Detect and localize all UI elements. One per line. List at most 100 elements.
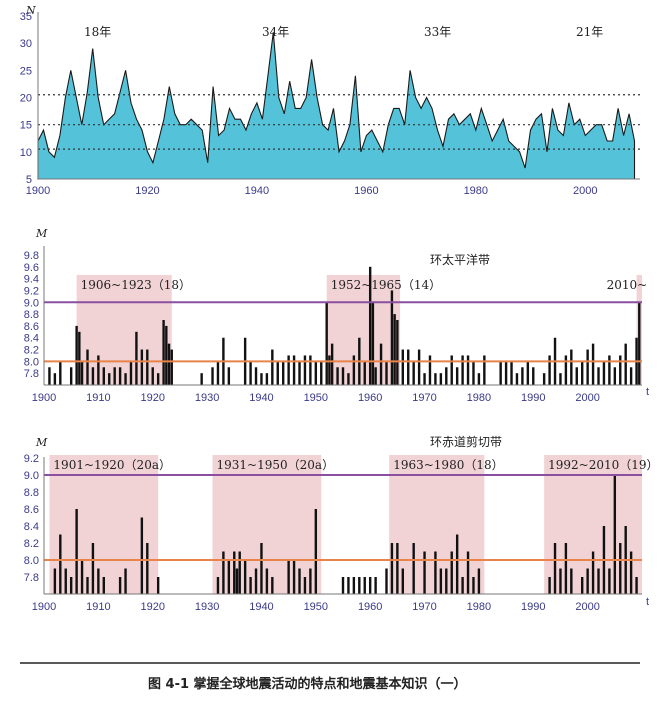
p2-xtick-label: 1990 xyxy=(521,392,545,404)
p2-bar xyxy=(347,373,350,385)
p3-xtick-label: 2000 xyxy=(575,601,599,613)
p1-xtick-label: 1900 xyxy=(26,185,50,197)
p1-ytick-label: 5 xyxy=(26,174,32,186)
panel-circum-pacific: M 1906~1923（18） 1952~1965（14） 2010~ 7.88.0… xyxy=(24,227,649,404)
p2-bar xyxy=(320,361,323,385)
p3-title: 环赤道剪切带 xyxy=(430,434,502,449)
p3-bar xyxy=(586,568,589,594)
p3-bar xyxy=(59,534,62,594)
p3-bar xyxy=(434,551,437,594)
p3-bar xyxy=(352,577,356,594)
p2-bar xyxy=(69,367,73,385)
p2-period-label: 1952~1965（14） xyxy=(331,278,441,292)
p3-bar xyxy=(455,534,459,594)
p2-bar xyxy=(140,349,144,385)
p3-bar xyxy=(635,577,638,594)
p3-ytick-label: 8.4 xyxy=(24,521,39,533)
p3-bar xyxy=(271,577,274,594)
p2-ytick-label: 8.8 xyxy=(24,309,39,321)
p2-title: 环太平洋带 xyxy=(430,252,490,267)
p2-bar xyxy=(292,355,296,385)
p3-bar xyxy=(75,509,78,594)
p2-bar xyxy=(407,349,410,385)
p3-period-label: 1992~2010（19） xyxy=(548,458,658,472)
p3-bar xyxy=(91,543,95,594)
p2-bar xyxy=(124,373,127,385)
p2-bar xyxy=(80,361,84,385)
p2-bar xyxy=(254,367,258,385)
p2-period-band xyxy=(76,275,172,385)
p2-bar xyxy=(276,361,279,385)
p2-bar xyxy=(162,320,165,385)
p3-bar xyxy=(222,551,225,594)
p3-bar xyxy=(412,543,415,594)
p1-xtick-label: 1960 xyxy=(354,185,378,197)
p3-bar xyxy=(118,577,122,594)
p3-ytick-label: 9.0 xyxy=(24,470,39,482)
p3-ylabel: M xyxy=(35,436,48,449)
p2-bar xyxy=(282,361,285,385)
p1-xtick-label: 2000 xyxy=(573,185,597,197)
p2-bar xyxy=(385,361,388,385)
p3-bar xyxy=(140,517,144,594)
p2-ytick-label: 9.6 xyxy=(24,262,39,274)
p3-bar xyxy=(591,551,595,594)
p3-bar xyxy=(249,577,252,594)
p2-ytick-label: 8.6 xyxy=(24,321,39,333)
p2-x-unit: t xyxy=(646,386,649,398)
p1-area-series xyxy=(37,32,636,180)
p3-bar xyxy=(450,551,453,594)
p2-bar xyxy=(613,367,617,385)
p2-bar xyxy=(417,349,421,385)
p3-bar xyxy=(390,543,394,594)
p2-period-label: 2010~ xyxy=(607,278,648,292)
p3-period-label: 1963~1980（18） xyxy=(393,458,503,472)
p3-xtick-label: 1940 xyxy=(249,601,273,613)
p1-xtick-label: 1940 xyxy=(245,185,269,197)
p2-xtick-label: 1900 xyxy=(32,392,56,404)
p2-bar xyxy=(629,367,633,385)
p2-bar xyxy=(325,302,328,385)
p1-annotation-2: 34年 xyxy=(262,25,289,39)
p2-bar xyxy=(423,373,426,385)
p2-bar xyxy=(461,355,464,385)
p2-bar xyxy=(102,367,105,385)
p3-bar xyxy=(619,543,622,594)
p2-bar xyxy=(455,367,459,385)
p2-reference-lines xyxy=(44,301,642,363)
p3-bar xyxy=(401,568,404,594)
p1-xtick-label: 1980 xyxy=(464,185,488,197)
p3-bar xyxy=(385,568,388,594)
p3-bar xyxy=(559,568,562,594)
p2-bar xyxy=(336,367,339,385)
p1-reference-lines xyxy=(38,94,640,150)
p3-bar xyxy=(292,560,296,594)
p3-ytick-label: 7.8 xyxy=(24,572,39,584)
p2-bar xyxy=(439,373,443,385)
p3-bar xyxy=(97,568,100,594)
p3-bar xyxy=(287,560,290,594)
p2-bar xyxy=(129,361,133,385)
p3-bar xyxy=(233,551,236,594)
p1-ticks: 5 10 15 20 25 30 35 1900 1920 1940 1960 1980 2000 xyxy=(20,11,598,197)
p3-bar xyxy=(363,577,366,594)
p3-bar xyxy=(597,568,600,594)
p3-xtick-label: 1900 xyxy=(32,601,56,613)
p2-bar xyxy=(542,373,546,385)
p1-annotation-1: 18年 xyxy=(84,25,111,39)
p2-bar xyxy=(165,325,168,385)
p2-ylabel: M xyxy=(35,227,48,240)
p3-bar xyxy=(564,543,568,594)
p2-bar xyxy=(211,367,214,385)
p2-xtick-label: 1980 xyxy=(467,392,491,404)
p2-period-label: 1906~1923（18） xyxy=(81,278,191,292)
p2-bar xyxy=(379,343,383,385)
p3-bar xyxy=(309,568,312,594)
p2-bar xyxy=(597,367,600,385)
p2-bar xyxy=(227,367,231,385)
p2-ytick-label: 7.8 xyxy=(24,368,39,380)
p2-bar xyxy=(564,355,568,385)
p2-bar xyxy=(374,367,377,385)
p3-xtick-label: 1990 xyxy=(521,601,545,613)
p3-xtick-label: 1920 xyxy=(140,601,164,613)
